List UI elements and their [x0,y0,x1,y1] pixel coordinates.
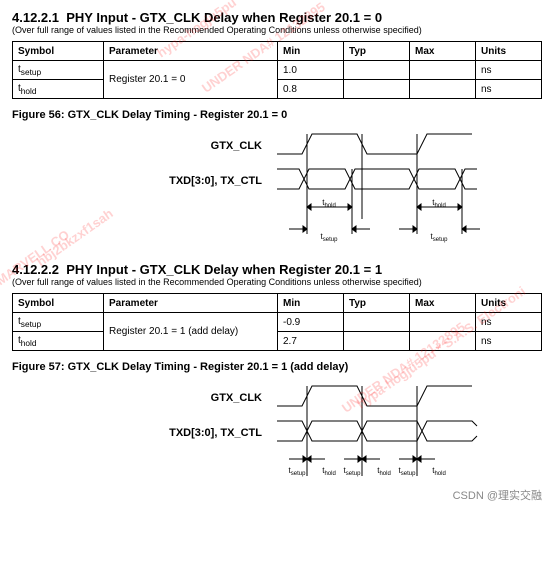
svg-text:tsetup: tsetup [399,466,417,477]
svg-text:thold: thold [322,466,336,477]
figure57-title: Figure 57: GTX_CLK Delay Timing - Regist… [12,361,542,373]
svg-text:TXD[3:0], TX_CTL: TXD[3:0], TX_CTL [169,427,262,439]
table-row: tsetup Register 20.1 = 1 (add delay) -0.… [13,313,542,332]
table-row: tsetup Register 20.1 = 0 1.0 ns [13,61,542,80]
section2-table: Symbol Parameter Min Typ Max Units tsetu… [12,293,542,351]
th-min: Min [278,294,344,313]
section2-title: 4.12.2.2 PHY Input - GTX_CLK Delay when … [12,262,542,277]
section1-title: 4.12.2.1 PHY Input - GTX_CLK Delay when … [12,10,542,25]
th-units: Units [476,294,542,313]
th-parameter: Parameter [104,294,278,313]
svg-text:thold: thold [432,198,446,209]
th-symbol: Symbol [13,294,104,313]
th-typ: Typ [344,294,410,313]
svg-text:thold: thold [377,466,391,477]
section1-table: Symbol Parameter Min Typ Max Units tsetu… [12,41,542,99]
th-typ: Typ [344,42,410,61]
svg-text:tsetup: tsetup [431,232,449,243]
svg-text:thold: thold [322,198,336,209]
figure57-diagram: GTX_CLK TXD[3:0], TX_CTL tsetup thold ts… [12,381,542,481]
th-max: Max [410,42,476,61]
figure56-diagram: GTX_CLK TXD[3:0], TX_CTL thold thold tse… [12,129,542,244]
th-units: Units [476,42,542,61]
svg-text:GTX_CLK: GTX_CLK [211,392,262,404]
th-parameter: Parameter [104,42,278,61]
th-min: Min [278,42,344,61]
footer-attribution: CSDN @理实交融 [453,487,542,503]
table-row: thold 2.7 ns [13,332,542,351]
svg-text:TXD[3:0], TX_CTL: TXD[3:0], TX_CTL [169,175,262,187]
figure56-title: Figure 56: GTX_CLK Delay Timing - Regist… [12,109,542,121]
table-row: thold 0.8 ns [13,80,542,99]
svg-text:tsetup: tsetup [289,466,307,477]
svg-text:GTX_CLK: GTX_CLK [211,140,262,152]
th-max: Max [410,294,476,313]
section2-subtitle: (Over full range of values listed in the… [12,277,542,287]
th-symbol: Symbol [13,42,104,61]
svg-text:thold: thold [432,466,446,477]
svg-text:tsetup: tsetup [344,466,362,477]
section1-subtitle: (Over full range of values listed in the… [12,25,542,35]
svg-text:tsetup: tsetup [321,232,339,243]
